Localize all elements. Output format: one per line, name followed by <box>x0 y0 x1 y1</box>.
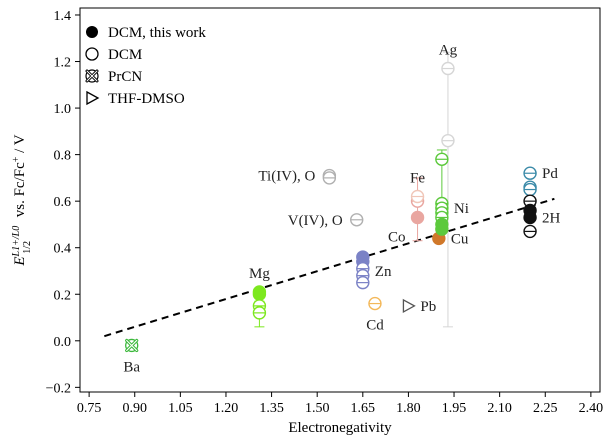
data-point <box>523 166 537 180</box>
legend-marker-cross-inner <box>86 70 98 82</box>
point-label: Pb <box>420 299 436 315</box>
data-point <box>523 224 537 239</box>
x-tick-label: 2.10 <box>487 401 512 416</box>
legend-entry: PrCN <box>85 69 142 85</box>
legend-entry: THF-DMSO <box>86 90 185 107</box>
legend-label: DCM <box>108 47 142 63</box>
data-point <box>441 133 455 148</box>
y-axis-title-tail: / V <box>12 134 28 156</box>
legend-entry: DCM, this work <box>86 25 206 41</box>
point-label: 2H <box>542 210 561 226</box>
y-tick-label: 1.0 <box>54 102 72 117</box>
errorbar <box>442 51 453 328</box>
data-point <box>322 171 337 185</box>
legend-marker <box>86 26 98 38</box>
y-tick-label: −0.2 <box>46 381 71 396</box>
x-axis-title: Electronegativity <box>288 420 392 436</box>
point-label: Ti(IV), O <box>258 169 315 185</box>
data-point <box>523 210 537 225</box>
point-label: Pd <box>542 166 558 182</box>
point-label: Co <box>388 229 406 245</box>
y-tick-label: 0.2 <box>54 288 72 303</box>
point-label: Cd <box>366 318 384 334</box>
x-tick-label: 1.65 <box>351 401 376 416</box>
data-point <box>410 189 425 204</box>
y-axis-title-superscript: L1+/L0 <box>11 226 22 258</box>
point-label: Fe <box>410 171 425 187</box>
legend-marker <box>85 69 99 83</box>
y-axis-title-rest: vs. Fc/Fc <box>12 162 28 221</box>
data-point <box>435 222 449 236</box>
data-point <box>410 210 425 225</box>
x-tick-label: 1.95 <box>442 401 467 416</box>
point-label: V(IV), O <box>288 213 343 229</box>
y-axis-title-superscript-2: + <box>11 156 22 162</box>
x-circle-ring <box>125 338 139 353</box>
trendline <box>104 197 555 338</box>
data-points-layer <box>125 61 537 353</box>
y-axis-title-base: E <box>12 256 28 266</box>
y-axis-title-subscript: 1/2 <box>22 241 33 254</box>
point-label: Zn <box>375 264 392 280</box>
point-label: Ag <box>439 43 458 59</box>
data-point <box>441 61 455 76</box>
y-tick-label: 0.6 <box>54 195 72 210</box>
legend-entry: DCM <box>85 47 142 63</box>
legend-label: THF-DMSO <box>108 91 185 107</box>
data-point <box>435 152 449 166</box>
x-tick-label: 1.50 <box>305 401 330 416</box>
x-tick-label: 1.05 <box>168 401 193 416</box>
legend-label: DCM, this work <box>108 25 206 41</box>
data-point <box>350 213 364 227</box>
data-point <box>252 287 267 301</box>
trendline-layer <box>104 197 555 338</box>
legend-marker <box>86 90 100 106</box>
x-tick-label: 1.20 <box>214 401 239 416</box>
data-point <box>356 275 370 290</box>
legend: DCM, this work DCM PrCN THF-DMSO <box>85 25 206 107</box>
y-tick-label: 0.4 <box>54 242 72 257</box>
legend-marker <box>85 47 99 61</box>
y-tick-label: 1.2 <box>54 56 72 71</box>
data-point <box>125 338 139 353</box>
x-tick-label: 1.35 <box>259 401 284 416</box>
errorbar <box>412 177 423 242</box>
plot-frame <box>79 7 601 393</box>
x-tick-label: 2.40 <box>579 401 604 416</box>
data-point <box>252 306 267 320</box>
x-tick-label: 0.90 <box>122 401 147 416</box>
point-label: Cu <box>451 231 469 247</box>
data-point <box>523 194 537 208</box>
data-point <box>368 296 382 311</box>
x-circle-cross-inner <box>126 339 138 352</box>
axes-layer <box>75 7 601 397</box>
x-tick-label: 1.80 <box>396 401 421 416</box>
point-label: Mg <box>249 266 270 282</box>
data-point <box>402 298 416 313</box>
point-labels-layer: Ba Mg Ti(IV), O V(IV), O Zn Cd Pb Co Fe Cu Ni Ag Pd 2… <box>123 43 560 376</box>
point-label: Ba <box>123 359 140 375</box>
x-tick-label: 0.75 <box>77 401 102 416</box>
x-tick-label: 2.25 <box>533 401 558 416</box>
y-axis-title: EL1+/L01/2 vs. Fc/Fc+ / V <box>11 134 33 266</box>
data-point <box>523 182 537 197</box>
y-tick-label: 0.0 <box>54 335 72 350</box>
legend-label: PrCN <box>108 69 142 85</box>
y-tick-label: 0.8 <box>54 149 72 164</box>
tick-labels-layer: 0.75 0.90 1.05 1.20 1.35 1.50 1.65 1.80 1.95 2.10… <box>46 9 604 416</box>
point-label: Ni <box>454 201 469 217</box>
y-tick-label: 1.4 <box>54 9 72 24</box>
